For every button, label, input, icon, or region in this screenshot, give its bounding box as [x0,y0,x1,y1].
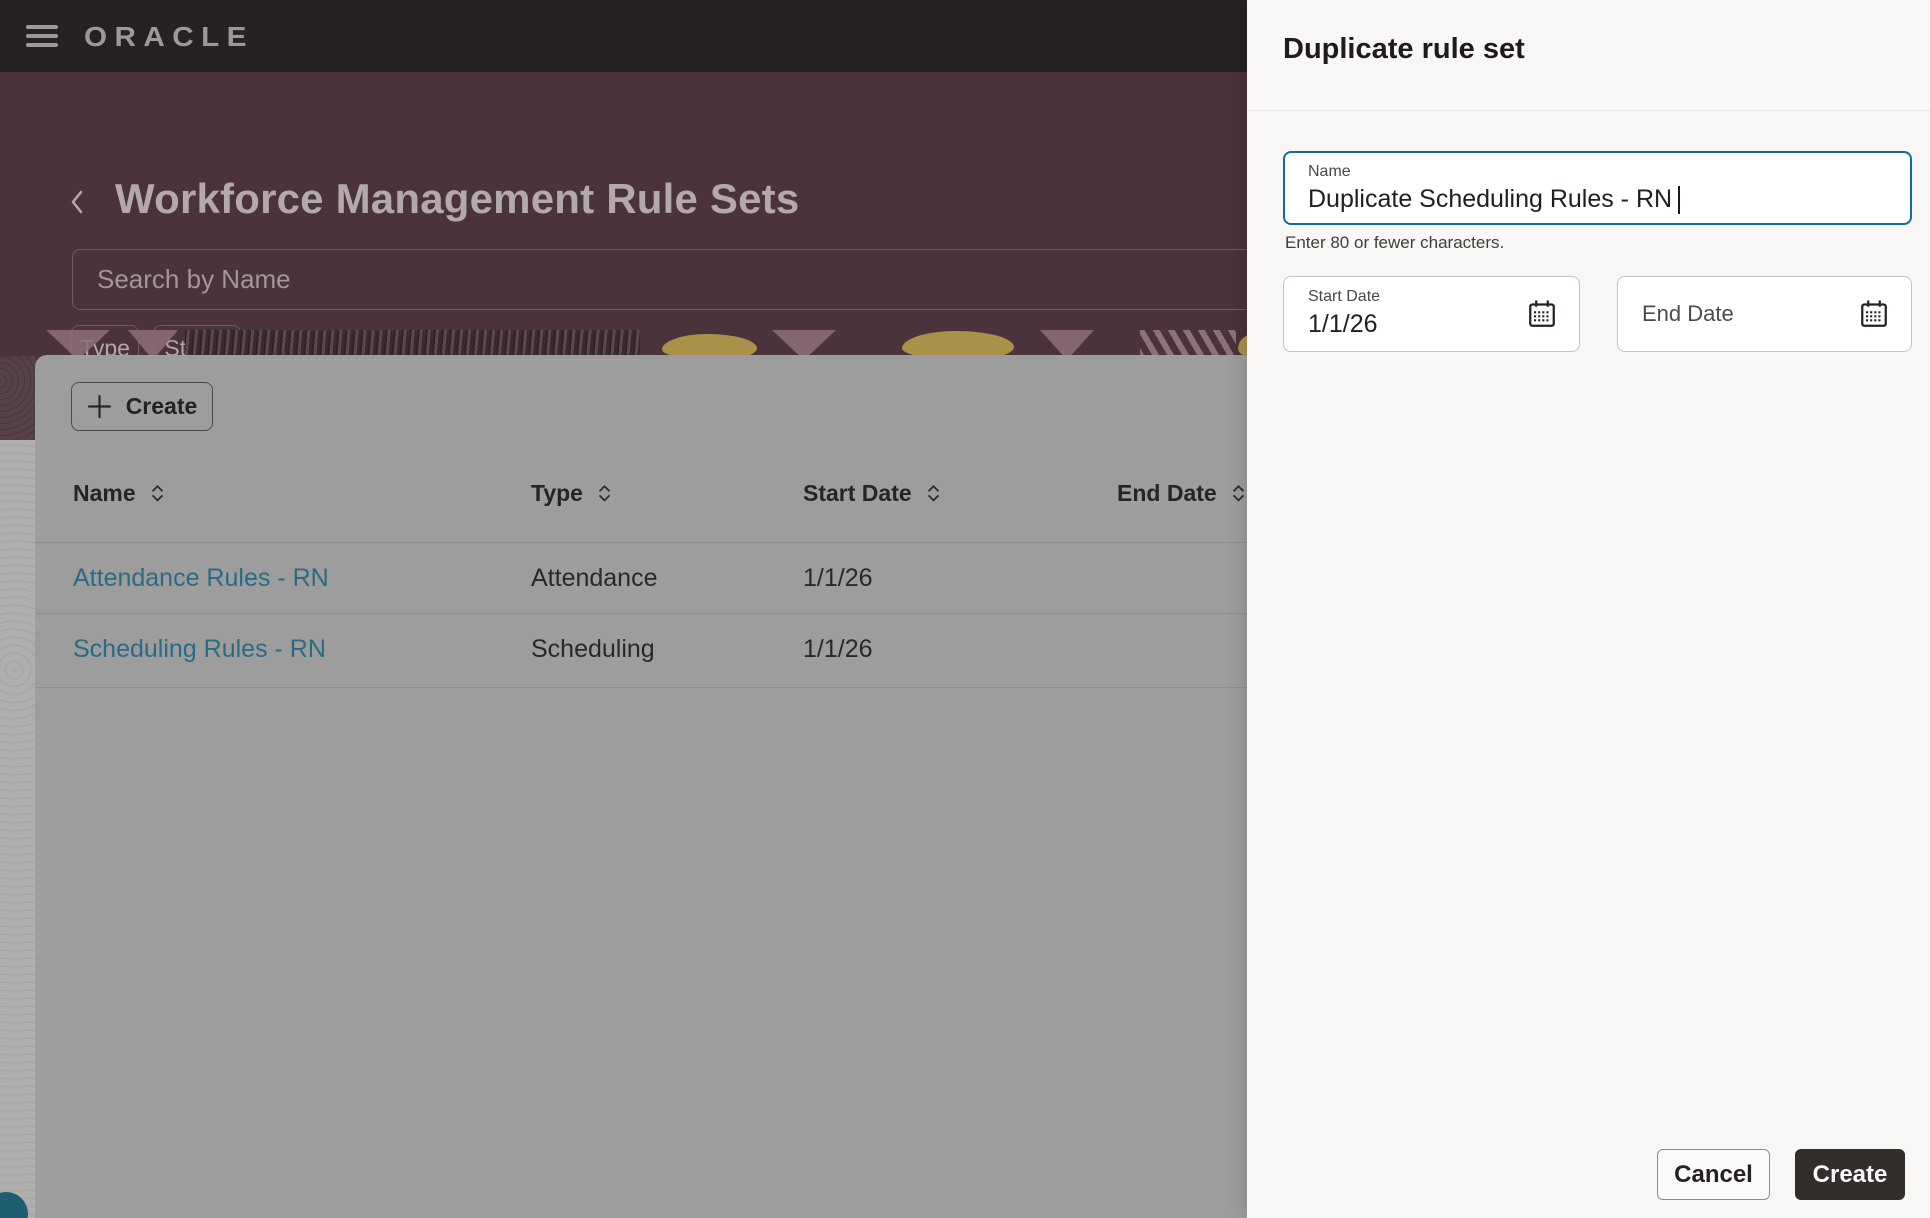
rule-set-link[interactable]: Attendance Rules - RN [73,564,329,592]
calendar-icon[interactable] [1859,299,1889,329]
column-header-end-date: End Date [1117,480,1247,507]
plus-icon [87,394,112,419]
rule-set-start-date: 1/1/26 [803,635,873,663]
duplicate-rule-set-drawer: Duplicate rule set Name Duplicate Schedu… [1247,0,1930,1218]
oracle-logo: ORACLE [84,21,254,52]
rule-set-type: Scheduling [531,635,655,663]
end-date-field[interactable]: End Date [1617,276,1912,352]
table-row[interactable]: Attendance Rules - RN Attendance 1/1/26 [35,543,1930,614]
create-button[interactable]: Create [1795,1149,1905,1200]
end-date-label: End Date [1642,301,1734,326]
row-divider [35,613,1930,614]
cancel-button[interactable]: Cancel [1657,1149,1770,1200]
calendar-icon[interactable] [1527,299,1557,329]
back-chevron-icon[interactable] [66,188,88,216]
sort-icon[interactable] [1230,484,1247,503]
page-title: Workforce Management Rule Sets [115,175,800,222]
row-divider [35,687,1930,688]
search-input[interactable] [97,250,1297,309]
rule-set-type: Attendance [531,564,658,592]
create-rule-set-button[interactable]: Create [71,382,213,431]
rule-set-link[interactable]: Scheduling Rules - RN [73,635,326,663]
sort-icon[interactable] [925,484,942,503]
sort-icon[interactable] [596,484,613,503]
search-box [72,249,1862,310]
row-divider [35,542,1930,543]
create-button-label: Create [125,393,198,419]
rule-set-start-date: 1/1/26 [803,564,873,592]
name-field-helper-text: Enter 80 or fewer characters. [1285,233,1505,252]
hamburger-menu-icon[interactable] [26,25,58,47]
start-date-value[interactable]: 1/1/26 [1308,310,1378,338]
drawer-header-divider [1247,110,1930,111]
column-header-name: Name [73,480,166,507]
text-cursor [1678,185,1681,214]
teal-corner-accent [0,1192,28,1218]
column-header-type: Type [531,480,613,507]
name-field-label: Name [1308,163,1351,180]
name-field-value[interactable]: Duplicate Scheduling Rules - RN [1308,185,1673,213]
name-field[interactable]: Name Duplicate Scheduling Rules - RN [1283,151,1912,225]
sort-icon[interactable] [149,484,166,503]
table-row[interactable]: Scheduling Rules - RN Scheduling 1/1/26 [35,614,1930,685]
drawer-title: Duplicate rule set [1283,33,1525,65]
artwork-gutter [0,356,36,440]
table-header-row: Name Type Start Date End Date [35,480,1930,542]
start-date-field[interactable]: Start Date 1/1/26 [1283,276,1580,352]
column-header-start-date: Start Date [803,480,942,507]
start-date-label: Start Date [1308,288,1381,305]
